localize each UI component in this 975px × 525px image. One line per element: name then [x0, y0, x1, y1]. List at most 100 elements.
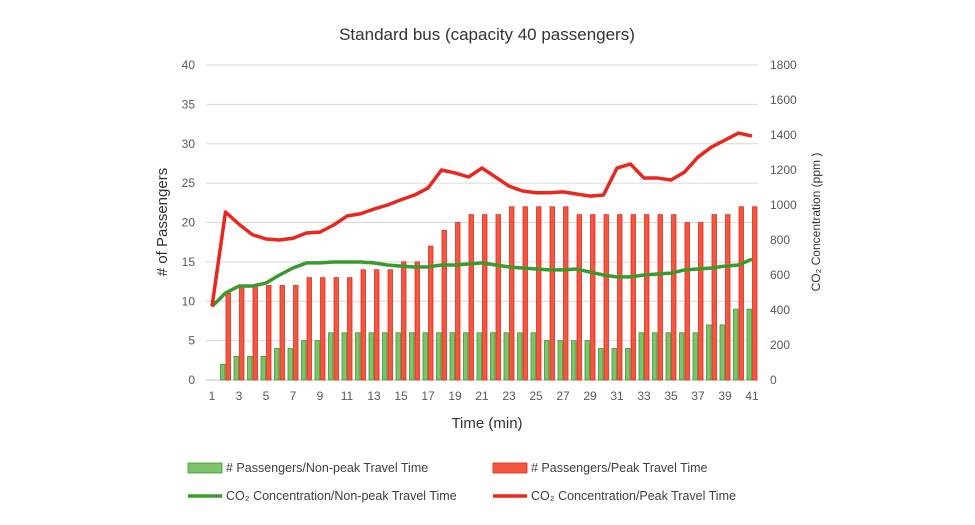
bar-peak	[252, 285, 258, 381]
x-tick-label: 31	[610, 389, 624, 403]
x-tick-label: 3	[236, 389, 243, 403]
y2-tick-label: 1400	[770, 128, 797, 142]
legend-label: CO₂ Concentration/Non-peak Travel Time	[226, 489, 457, 503]
y-tick-label: 0	[188, 373, 195, 387]
bar-nonpeak	[517, 332, 523, 381]
bar-nonpeak	[247, 355, 253, 381]
bar-peak	[306, 277, 312, 381]
bar-peak	[293, 285, 299, 381]
bar-peak	[725, 214, 731, 381]
bar-peak	[374, 269, 380, 381]
y-tick-label: 40	[182, 58, 196, 72]
y2-tick-label: 200	[770, 338, 790, 352]
bar-peak	[239, 285, 245, 381]
bar-nonpeak	[733, 308, 739, 381]
bar-peak	[225, 292, 231, 381]
bar-nonpeak	[692, 332, 698, 381]
bar-peak	[549, 206, 555, 381]
bar-nonpeak	[625, 348, 631, 381]
x-tick-label: 33	[637, 389, 651, 403]
bar-nonpeak	[355, 332, 361, 381]
bar-nonpeak	[503, 332, 509, 381]
line-co2-nonpeak	[210, 257, 753, 308]
x-tick-label: 39	[718, 389, 732, 403]
chart-title: Standard bus (capacity 40 passengers)	[339, 25, 635, 44]
legend-swatch	[492, 462, 528, 474]
bar-nonpeak	[665, 332, 671, 381]
bar-nonpeak	[422, 332, 428, 381]
y-tick-label: 25	[182, 176, 196, 190]
bar-nonpeak	[598, 348, 604, 381]
legend-label: # Passengers/Non-peak Travel Time	[226, 461, 428, 475]
bar-nonpeak	[706, 324, 712, 381]
bar-peak	[738, 206, 744, 381]
bar-peak	[401, 261, 407, 381]
bar-peak	[711, 214, 717, 381]
bar-peak	[482, 214, 488, 381]
bar-nonpeak	[679, 332, 685, 381]
bar-nonpeak	[220, 363, 226, 381]
y-tick-label: 5	[188, 334, 195, 348]
bar-peak	[684, 222, 690, 381]
bar-peak	[266, 285, 272, 381]
bar-nonpeak	[449, 332, 455, 381]
legend-swatch	[187, 462, 223, 474]
x-tick-label: 15	[394, 389, 408, 403]
bar-peak	[603, 214, 609, 381]
bar-peak	[576, 214, 582, 381]
legend-label: # Passengers/Peak Travel Time	[531, 461, 708, 475]
y2-axis-label: CO₂ Concentration (ppm )	[809, 153, 823, 292]
bar-nonpeak	[382, 332, 388, 381]
bar-peak	[630, 214, 636, 381]
bar-nonpeak	[409, 332, 415, 381]
y-tick-label: 20	[182, 216, 196, 230]
bar-peak	[455, 222, 461, 381]
y-tick-label: 30	[182, 137, 196, 151]
bar-peak	[387, 269, 393, 381]
bar-nonpeak	[260, 355, 266, 381]
x-tick-label: 17	[421, 389, 435, 403]
bar-peak	[414, 261, 420, 381]
bar-peak	[563, 206, 569, 381]
x-tick-label: 41	[745, 389, 759, 403]
bar-nonpeak	[463, 332, 469, 381]
bar-peak	[671, 214, 677, 381]
bar-peak	[644, 214, 650, 381]
bar-nonpeak	[287, 348, 293, 381]
y2-tick-label: 800	[770, 233, 790, 247]
bar-nonpeak	[571, 340, 577, 381]
bar-nonpeak	[436, 332, 442, 381]
bar-peak	[347, 277, 353, 381]
x-tick-label: 19	[448, 389, 462, 403]
x-tick-label: 13	[367, 389, 381, 403]
bar-peak	[360, 269, 366, 381]
y-tick-label: 10	[182, 294, 196, 308]
bar-nonpeak	[274, 348, 280, 381]
bar-nonpeak	[544, 340, 550, 381]
bar-nonpeak	[638, 332, 644, 381]
bar-peak	[509, 206, 515, 381]
bar-nonpeak	[584, 340, 590, 381]
bar-nonpeak	[719, 324, 725, 381]
bar-nonpeak	[746, 308, 752, 381]
y2-tick-label: 1200	[770, 163, 797, 177]
bar-nonpeak	[341, 332, 347, 381]
x-tick-label: 7	[290, 389, 297, 403]
bar-peak	[279, 285, 285, 381]
bar-peak	[536, 206, 542, 381]
bar-nonpeak	[233, 355, 239, 381]
bar-peak	[495, 214, 501, 381]
x-tick-label: 35	[664, 389, 678, 403]
bar-nonpeak	[530, 332, 536, 381]
bar-nonpeak	[395, 332, 401, 381]
bar-nonpeak	[368, 332, 374, 381]
bar-peak	[752, 206, 758, 381]
y2-tick-label: 0	[770, 373, 777, 387]
x-tick-label: 37	[691, 389, 705, 403]
y2-tick-label: 1000	[770, 198, 797, 212]
bar-peak	[522, 206, 528, 381]
bar-nonpeak	[476, 332, 482, 381]
x-tick-label: 11	[341, 389, 354, 403]
